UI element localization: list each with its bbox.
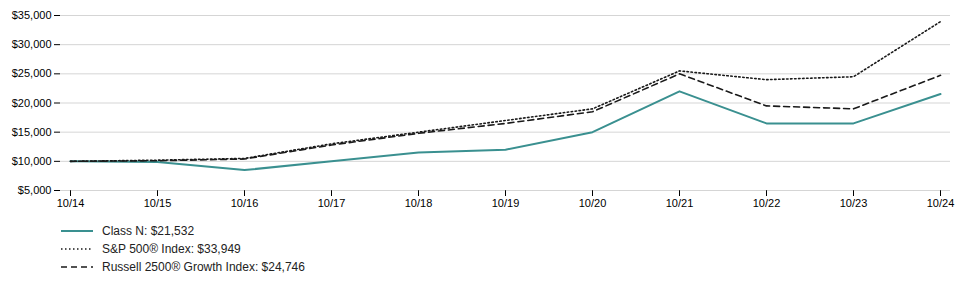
svg-text:10/23: 10/23 (840, 197, 868, 209)
svg-text:10/15: 10/15 (144, 197, 172, 209)
svg-text:10/21: 10/21 (666, 197, 694, 209)
svg-text:$30,000: $30,000 (12, 38, 52, 50)
svg-text:10/24: 10/24 (927, 197, 955, 209)
svg-text:10/17: 10/17 (318, 197, 346, 209)
html-text:Russell 2500® Growth Index: $2: Russell 2500® Growth Index: $24,746 (102, 260, 305, 274)
svg-text:10/16: 10/16 (231, 197, 259, 209)
svg-text:10/19: 10/19 (492, 197, 520, 209)
svg-text:10/14: 10/14 (57, 197, 85, 209)
svg-text:$15,000: $15,000 (12, 126, 52, 138)
svg-text:10/18: 10/18 (405, 197, 433, 209)
svg-text:$5,000: $5,000 (18, 184, 52, 196)
svg-text:$35,000: $35,000 (12, 9, 52, 21)
html-text:Class N: $21,532: Class N: $21,532 (102, 224, 195, 238)
svg-text:$25,000: $25,000 (12, 67, 52, 79)
svg-text:10/22: 10/22 (753, 197, 781, 209)
svg-text:$10,000: $10,000 (12, 155, 52, 167)
svg-text:$20,000: $20,000 (12, 97, 52, 109)
svg-text:10/20: 10/20 (579, 197, 607, 209)
html-text:S&P 500® Index: $33,949: S&P 500® Index: $33,949 (102, 242, 241, 256)
